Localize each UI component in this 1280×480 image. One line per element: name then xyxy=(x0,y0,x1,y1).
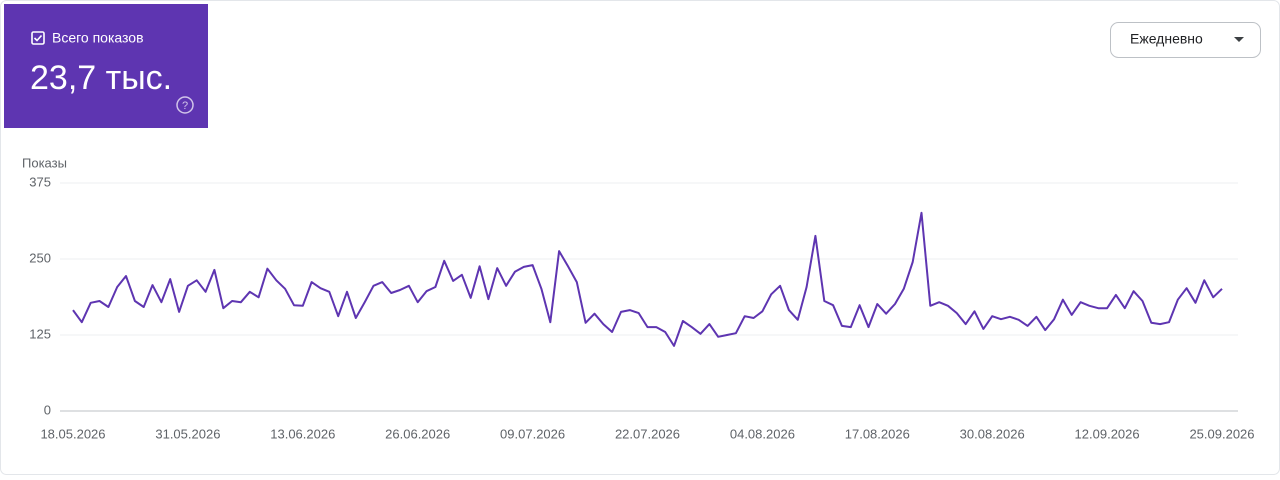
series-line xyxy=(72,211,1223,347)
total-value: 23,7 тыс. xyxy=(30,59,172,97)
y-tick-label: 0 xyxy=(44,402,51,417)
help-mark: ? xyxy=(182,100,188,112)
x-tick-label: 04.08.2026 xyxy=(730,426,795,441)
help-icon[interactable] xyxy=(176,96,194,114)
y-tick-label: 125 xyxy=(29,326,51,341)
x-tick-label: 30.08.2026 xyxy=(960,426,1025,441)
y-tick-label: 250 xyxy=(29,250,51,265)
y-tick-label: 375 xyxy=(29,174,51,189)
x-tick-label: 26.06.2026 xyxy=(385,426,450,441)
y-axis-title: Показы xyxy=(22,155,67,170)
dropdown-arrow xyxy=(1234,37,1244,42)
checkmark xyxy=(33,34,43,42)
series-label: Всего показов xyxy=(52,30,144,46)
period-dropdown[interactable] xyxy=(1110,22,1261,58)
x-tick-label: 09.07.2026 xyxy=(500,426,565,441)
checkbox[interactable] xyxy=(31,31,45,45)
summary-card[interactable] xyxy=(4,4,208,128)
x-tick-label: 13.06.2026 xyxy=(270,426,335,441)
x-tick-label: 12.09.2026 xyxy=(1075,426,1140,441)
x-tick-label: 31.05.2026 xyxy=(155,426,220,441)
x-tick-label: 25.09.2026 xyxy=(1189,426,1254,441)
period-label: Ежедневно xyxy=(1130,31,1203,47)
x-tick-label: 17.08.2026 xyxy=(845,426,910,441)
x-tick-label: 18.05.2026 xyxy=(40,426,105,441)
x-tick-label: 22.07.2026 xyxy=(615,426,680,441)
